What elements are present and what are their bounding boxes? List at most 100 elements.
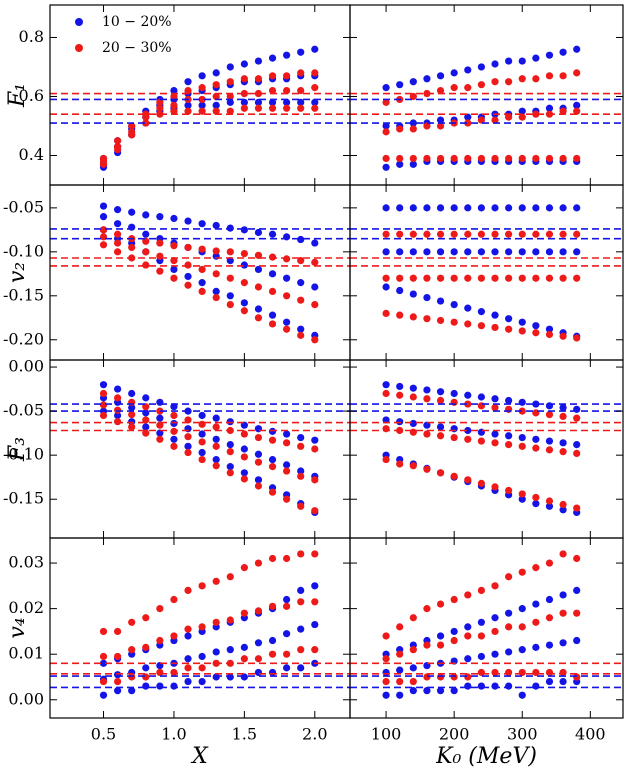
data-point <box>491 682 499 690</box>
data-point <box>559 448 567 456</box>
data-point <box>545 641 554 649</box>
data-point <box>450 154 458 163</box>
data-point <box>477 586 485 595</box>
data-point <box>142 682 150 690</box>
data-point <box>254 98 263 106</box>
data-point <box>559 274 567 282</box>
data-point <box>283 86 291 95</box>
data-point <box>518 107 526 115</box>
data-point <box>156 267 164 275</box>
data-point <box>532 444 540 452</box>
data-point <box>505 396 513 405</box>
data-point <box>114 652 122 661</box>
data-point <box>268 488 277 496</box>
data-point <box>114 406 122 414</box>
data-point <box>436 72 445 80</box>
data-point <box>240 469 248 477</box>
data-point <box>212 101 220 109</box>
data-point <box>505 204 513 212</box>
data-point <box>114 239 122 247</box>
data-point <box>532 564 540 572</box>
data-point <box>226 440 234 449</box>
data-point <box>505 325 513 333</box>
data-point <box>423 605 431 613</box>
data-point <box>254 104 263 112</box>
data-point <box>423 204 431 212</box>
data-point <box>436 423 445 431</box>
data-point <box>142 423 150 431</box>
data-point <box>545 154 554 163</box>
data-point <box>212 435 220 443</box>
data-point <box>464 591 472 599</box>
panel-frame <box>49 359 351 539</box>
data-point <box>212 247 220 255</box>
data-point <box>283 72 291 80</box>
x-tick-label: 1.0 <box>161 725 186 744</box>
data-point <box>297 69 305 77</box>
data-point <box>545 204 554 212</box>
data-point <box>184 448 192 457</box>
data-point <box>450 84 458 92</box>
data-point <box>184 243 192 252</box>
data-point <box>170 427 178 435</box>
data-point <box>477 632 485 640</box>
data-point <box>573 45 581 53</box>
data-point <box>268 72 277 80</box>
y-tick-label: -0.10 <box>3 445 44 464</box>
data-point <box>240 279 248 287</box>
data-point <box>268 455 277 464</box>
data-point <box>559 439 567 447</box>
plot-area <box>350 45 623 171</box>
data-point <box>477 154 485 163</box>
data-point <box>184 416 192 424</box>
data-point <box>156 636 164 645</box>
data-point <box>409 160 417 168</box>
data-point <box>559 154 567 163</box>
data-point <box>436 432 445 440</box>
data-point <box>212 648 220 656</box>
data-point <box>464 248 472 256</box>
data-point <box>156 110 164 118</box>
y-tick-label: -0.15 <box>3 285 44 304</box>
data-point <box>156 682 164 690</box>
data-point <box>477 63 485 71</box>
data-point <box>409 687 417 695</box>
data-point <box>142 429 150 437</box>
data-point <box>254 251 263 259</box>
data-point <box>240 226 248 234</box>
data-point <box>240 475 248 483</box>
x-tick-label: 300 <box>507 725 538 744</box>
data-point <box>156 668 164 677</box>
data-point <box>396 391 404 399</box>
data-point <box>545 248 554 256</box>
data-point <box>198 287 206 296</box>
data-point <box>545 330 554 339</box>
data-point <box>114 687 122 695</box>
data-point <box>170 682 178 690</box>
data-point <box>423 641 431 649</box>
data-point <box>226 63 234 71</box>
data-point <box>450 248 458 256</box>
data-point <box>423 386 431 394</box>
data-point <box>545 446 554 454</box>
data-point <box>226 673 234 681</box>
y-tick-label: -0.05 <box>3 401 44 420</box>
data-point <box>423 430 431 438</box>
data-point <box>545 595 554 604</box>
data-point <box>505 432 513 440</box>
data-point <box>409 677 417 686</box>
y-tick-label: 0.8 <box>19 27 44 46</box>
data-point <box>142 403 150 411</box>
data-point <box>128 646 136 654</box>
data-point <box>450 204 458 212</box>
data-point <box>198 84 206 92</box>
data-point <box>450 389 458 398</box>
data-point <box>573 414 581 422</box>
data-point <box>532 54 540 62</box>
data-point <box>396 311 404 319</box>
y-tick-label: 0.03 <box>8 553 44 572</box>
data-point <box>311 283 319 291</box>
data-point <box>532 618 540 626</box>
data-point <box>382 84 390 92</box>
data-point <box>170 214 178 223</box>
